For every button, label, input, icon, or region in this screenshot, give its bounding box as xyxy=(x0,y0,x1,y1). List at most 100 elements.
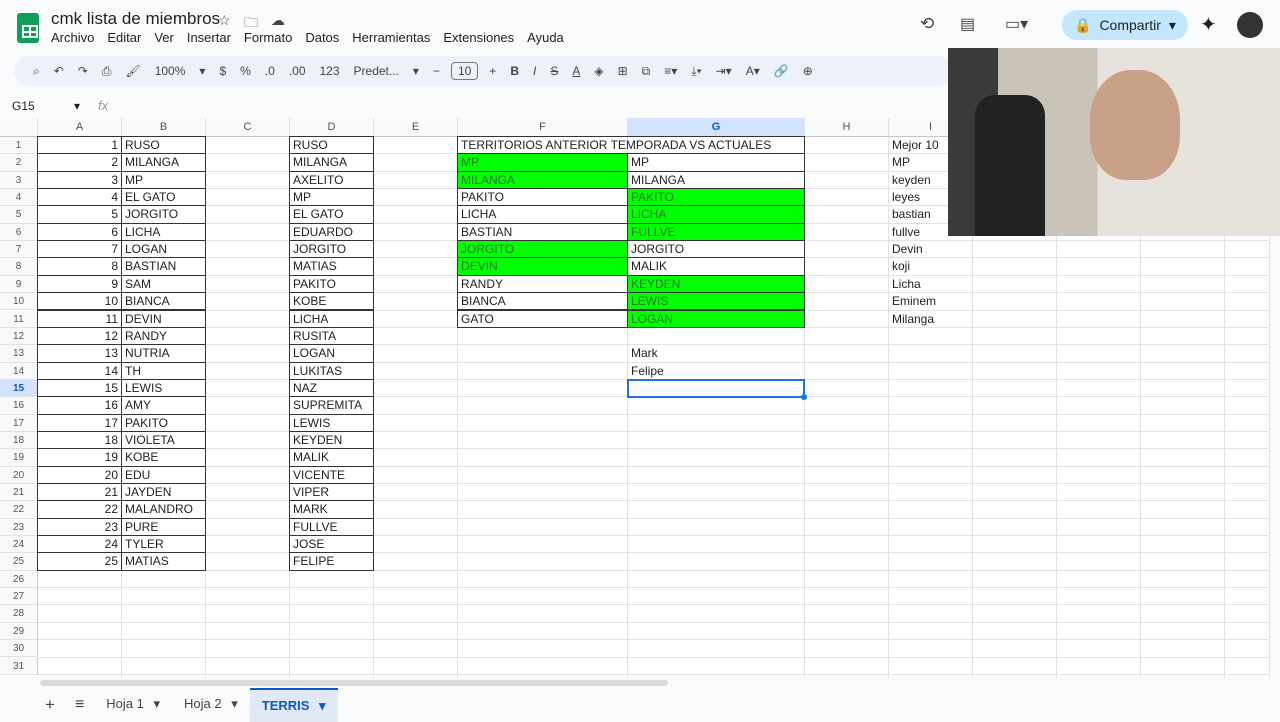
currency-button[interactable]: $ xyxy=(219,64,227,78)
cell-d20[interactable]: VICENTE xyxy=(289,465,374,484)
menu-archivo[interactable]: Archivo xyxy=(51,30,95,45)
tab-terris[interactable]: TERRIS ▾ xyxy=(249,688,338,722)
increase-decimal-button[interactable]: .00 xyxy=(288,64,306,78)
row-header-12[interactable]: 12 xyxy=(0,327,38,346)
avatar[interactable] xyxy=(1237,12,1263,38)
tab-hoja-2[interactable]: Hoja 2 ▾ xyxy=(172,688,250,722)
cell-a5[interactable]: 5 xyxy=(37,205,122,224)
menu-extensiones[interactable]: Extensiones xyxy=(443,30,515,45)
cell-b11[interactable]: DEVIN xyxy=(121,309,206,328)
cell-d23[interactable]: FULLVE xyxy=(289,517,374,537)
cell-f11[interactable]: GATO xyxy=(457,309,628,328)
tab-hoja-1[interactable]: Hoja 1 ▾ xyxy=(94,688,172,722)
cell-a8[interactable]: 8 xyxy=(37,257,122,276)
menu-ayuda[interactable]: Ayuda xyxy=(527,30,564,45)
cell-d11[interactable]: LICHA xyxy=(289,309,374,328)
cell-f6[interactable]: BASTIAN xyxy=(457,222,628,242)
cell-a3[interactable]: 3 xyxy=(37,170,122,190)
cell-g4[interactable]: PAKITO xyxy=(627,188,805,207)
paint-format-icon[interactable]: 🖌 xyxy=(125,64,141,78)
cell-d4[interactable]: MP xyxy=(289,188,374,207)
column-header-h[interactable]: H xyxy=(805,118,889,137)
cell-d3[interactable]: AXELITO xyxy=(289,170,374,190)
row-header-2[interactable]: 2 xyxy=(0,154,38,172)
link-icon[interactable]: 🔗 xyxy=(773,64,789,78)
cell-d21[interactable]: VIPER xyxy=(289,483,374,502)
row-header-6[interactable]: 6 xyxy=(0,223,38,242)
row-header-19[interactable]: 19 xyxy=(0,449,38,467)
cell-f3[interactable]: MILANGA xyxy=(457,170,628,190)
cell-d24[interactable]: JOSE xyxy=(289,535,374,554)
cloud-status-icon[interactable]: ☁ xyxy=(271,12,285,28)
column-header-g[interactable]: G xyxy=(628,118,805,137)
cell-b6[interactable]: LICHA xyxy=(121,222,206,242)
row-header-28[interactable]: 28 xyxy=(0,605,38,623)
text-color-button[interactable]: A xyxy=(572,64,581,78)
menu-editar[interactable]: Editar xyxy=(107,30,142,45)
row-header-24[interactable]: 24 xyxy=(0,536,38,554)
row-header-20[interactable]: 20 xyxy=(0,466,38,484)
cell-f8[interactable]: DEVIN xyxy=(457,257,628,276)
row-header-22[interactable]: 22 xyxy=(0,501,38,519)
row-header-9[interactable]: 9 xyxy=(0,275,38,294)
cell-b23[interactable]: PURE xyxy=(121,517,206,537)
row-header-31[interactable]: 31 xyxy=(0,657,38,675)
cell-i4[interactable]: leyes xyxy=(892,190,921,205)
row-header-27[interactable]: 27 xyxy=(0,588,38,606)
cell-d9[interactable]: PAKITO xyxy=(289,274,374,294)
cell-d19[interactable]: MALIK xyxy=(289,448,374,467)
cell-b18[interactable]: VIOLETA xyxy=(121,430,206,450)
cell-g6[interactable]: FULLVE xyxy=(627,222,805,242)
cell-b12[interactable]: RANDY xyxy=(121,326,206,346)
cell-i1[interactable]: Mejor 10 xyxy=(892,138,939,152)
cell-b20[interactable]: EDU xyxy=(121,465,206,484)
row-header-26[interactable]: 26 xyxy=(0,570,38,589)
cell-d17[interactable]: LEWIS xyxy=(289,413,374,432)
row-header-29[interactable]: 29 xyxy=(0,622,38,641)
row-header-23[interactable]: 23 xyxy=(0,518,38,537)
chevron-down-icon[interactable]: ▾ xyxy=(412,64,419,78)
cell-a15[interactable]: 15 xyxy=(37,378,122,398)
undo-icon[interactable]: ↶ xyxy=(53,64,64,78)
merge-cells-icon[interactable]: ⧉ xyxy=(641,63,651,78)
cell-b5[interactable]: JORGITO xyxy=(121,205,206,224)
cell-g7[interactable]: JORGITO xyxy=(627,240,805,259)
cell-i8[interactable]: koji xyxy=(892,259,911,274)
row-header-30[interactable]: 30 xyxy=(0,640,38,658)
cell-d5[interactable]: EL GATO xyxy=(289,205,374,224)
cell-a4[interactable]: 4 xyxy=(37,188,122,207)
cell-a20[interactable]: 20 xyxy=(37,465,122,484)
cell-b19[interactable]: KOBE xyxy=(121,448,206,467)
chevron-down-icon[interactable]: ▾ xyxy=(231,696,238,711)
more-formats-button[interactable]: 123 xyxy=(319,64,340,78)
cell-a10[interactable]: 10 xyxy=(37,292,122,311)
horizontal-scrollbar[interactable] xyxy=(40,680,668,686)
territories-title-cell[interactable]: TERRITORIOS ANTERIOR TEMPORADA VS ACTUAL… xyxy=(457,136,805,155)
increase-font-size-button[interactable]: + xyxy=(489,64,497,78)
cell-d18[interactable]: KEYDEN xyxy=(289,430,374,450)
cell-f4[interactable]: PAKITO xyxy=(457,188,628,207)
cell-d1[interactable]: RUSO xyxy=(289,136,374,155)
cell-b16[interactable]: AMY xyxy=(121,396,206,415)
cell-a23[interactable]: 23 xyxy=(37,517,122,537)
text-rotation-icon[interactable]: A▾ xyxy=(745,64,760,78)
cell-i9[interactable]: Licha xyxy=(892,276,921,291)
cell-b3[interactable]: MP xyxy=(121,170,206,190)
menu-ver[interactable]: Ver xyxy=(154,30,174,45)
cell-b17[interactable]: PAKITO xyxy=(121,413,206,432)
cell-d15[interactable]: NAZ xyxy=(289,378,374,398)
cell-d13[interactable]: LOGAN xyxy=(289,344,374,363)
cell-a1[interactable]: 1 xyxy=(37,136,122,155)
cell-d14[interactable]: LUKITAS xyxy=(289,361,374,380)
row-header-15[interactable]: 15 xyxy=(0,379,38,398)
bold-button[interactable]: B xyxy=(510,64,519,78)
cell-f9[interactable]: RANDY xyxy=(457,274,628,294)
column-header-a[interactable]: A xyxy=(38,118,122,137)
add-sheet-button[interactable]: + xyxy=(45,695,55,714)
percent-button[interactable]: % xyxy=(240,64,251,78)
cell-f7[interactable]: JORGITO xyxy=(457,240,628,259)
row-header-8[interactable]: 8 xyxy=(0,258,38,276)
row-header-11[interactable]: 11 xyxy=(0,310,38,328)
cell-a9[interactable]: 9 xyxy=(37,274,122,294)
cell-g2[interactable]: MP xyxy=(627,153,805,172)
